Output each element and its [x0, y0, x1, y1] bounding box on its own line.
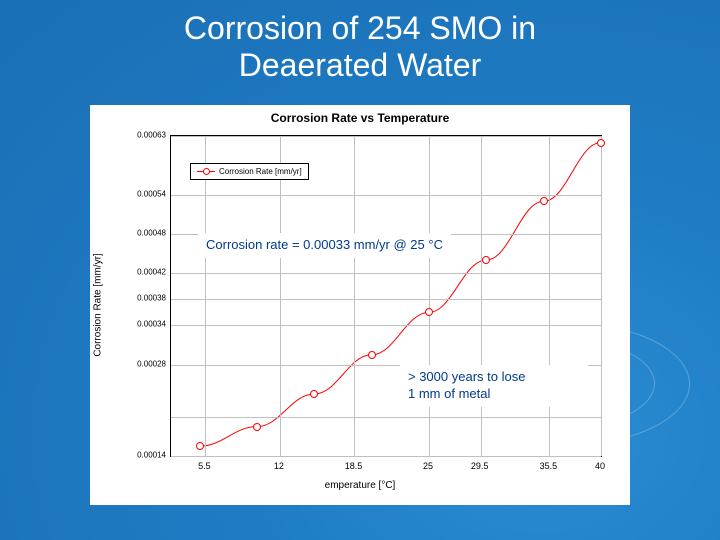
- gridline-v: [429, 136, 430, 456]
- gridline-v: [205, 136, 206, 456]
- legend-label: Corrosion Rate [mm/yr]: [219, 167, 302, 176]
- title-line2: Deaerated Water: [239, 47, 481, 83]
- chart-container: Corrosion Rate vs Temperature Corrosion …: [90, 105, 630, 505]
- plot-area: [170, 135, 602, 457]
- gridline-v: [481, 136, 482, 456]
- gridline-v: [354, 136, 355, 456]
- xtick-label: 18.5: [345, 461, 363, 471]
- slide-title: Corrosion of 254 SMO in Deaerated Water: [0, 0, 720, 92]
- xtick-label: 40: [595, 461, 605, 471]
- xtick-label: 5.5: [198, 461, 211, 471]
- ytick-label: 0.00038: [96, 294, 166, 303]
- ytick-label: 0.00028: [96, 359, 166, 368]
- gridline-v: [280, 136, 281, 456]
- data-marker: [368, 351, 376, 359]
- data-marker: [253, 423, 261, 431]
- gridline-h: [171, 273, 601, 274]
- xtick-label: 35.5: [540, 461, 558, 471]
- slide: Corrosion of 254 SMO in Deaerated Water …: [0, 0, 720, 540]
- data-marker: [196, 442, 204, 450]
- ytick-label: 0.00048: [96, 228, 166, 237]
- gridline-v: [601, 136, 602, 456]
- title-line1: Corrosion of 254 SMO in: [184, 10, 536, 46]
- annotation-years-line1: > 3000 years to lose: [408, 369, 525, 384]
- legend: Corrosion Rate [mm/yr]: [190, 163, 309, 180]
- gridline-h: [171, 299, 601, 300]
- line-series: [171, 136, 601, 456]
- legend-marker: [203, 168, 210, 175]
- legend-swatch: [197, 171, 215, 172]
- annotation-rate: Corrosion rate = 0.00033 mm/yr @ 25 °C: [198, 233, 451, 258]
- ytick-label: 0.00063: [96, 131, 166, 140]
- chart-title: Corrosion Rate vs Temperature: [90, 105, 630, 125]
- xtick-label: 25: [423, 461, 433, 471]
- xtick-label: 29.5: [471, 461, 489, 471]
- data-marker: [597, 139, 605, 147]
- annotation-years-line2: 1 mm of metal: [408, 386, 490, 401]
- xtick-label: 12: [274, 461, 284, 471]
- gridline-v: [549, 136, 550, 456]
- data-marker: [482, 256, 490, 264]
- annotation-rate-text: Corrosion rate = 0.00033 mm/yr @ 25 °C: [206, 237, 443, 252]
- data-marker: [310, 390, 318, 398]
- ytick-label: 0.00054: [96, 189, 166, 198]
- gridline-h: [171, 195, 601, 196]
- ytick-label: 0.00042: [96, 268, 166, 277]
- gridline-h: [171, 325, 601, 326]
- x-axis-label: emperature [°C]: [90, 480, 630, 491]
- gridline-h: [171, 136, 601, 137]
- gridline-h: [171, 417, 601, 418]
- annotation-years: > 3000 years to lose 1 mm of metal: [400, 365, 588, 407]
- ytick-label: 0.00034: [96, 320, 166, 329]
- data-marker: [540, 197, 548, 205]
- gridline-h: [171, 456, 601, 457]
- data-marker: [425, 308, 433, 316]
- ytick-label: 0.00014: [96, 451, 166, 460]
